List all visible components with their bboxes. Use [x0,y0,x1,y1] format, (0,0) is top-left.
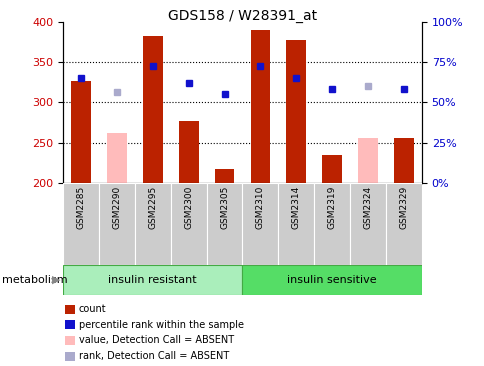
Text: percentile rank within the sample: percentile rank within the sample [78,320,243,330]
Bar [143,37,162,183]
Bar [322,155,341,183]
Bar [385,183,421,265]
Bar [286,40,305,183]
Bar [349,183,385,265]
Text: GSM2329: GSM2329 [399,186,408,229]
Text: rank, Detection Call = ABSENT: rank, Detection Call = ABSENT [78,351,228,361]
Bar [170,183,206,265]
Bar [63,183,99,265]
Text: metabolism: metabolism [2,275,68,285]
Text: ▶: ▶ [52,275,60,285]
Bar [314,183,349,265]
Bar [250,30,270,183]
Text: GSM2319: GSM2319 [327,186,336,229]
Text: GSM2310: GSM2310 [256,186,264,229]
Text: GDS158 / W28391_at: GDS158 / W28391_at [167,9,317,23]
Bar [242,265,421,295]
Text: GSM2285: GSM2285 [76,186,85,229]
Bar [71,81,91,183]
Text: insulin resistant: insulin resistant [108,275,197,285]
Text: insulin sensitive: insulin sensitive [287,275,376,285]
Bar [135,183,170,265]
Text: GSM2290: GSM2290 [112,186,121,229]
Bar [63,265,242,295]
Bar [278,183,314,265]
Bar [179,121,198,183]
Bar [358,138,377,183]
Bar [206,183,242,265]
Bar [107,133,126,183]
Text: GSM2305: GSM2305 [220,186,228,229]
Text: GSM2295: GSM2295 [148,186,157,229]
Bar [99,183,135,265]
Text: GSM2314: GSM2314 [291,186,300,229]
Text: GSM2300: GSM2300 [184,186,193,229]
Bar [214,169,234,183]
Text: value, Detection Call = ABSENT: value, Detection Call = ABSENT [78,335,233,346]
Text: count: count [78,304,106,314]
Bar [393,138,413,183]
Text: GSM2324: GSM2324 [363,186,372,229]
Bar [242,183,278,265]
